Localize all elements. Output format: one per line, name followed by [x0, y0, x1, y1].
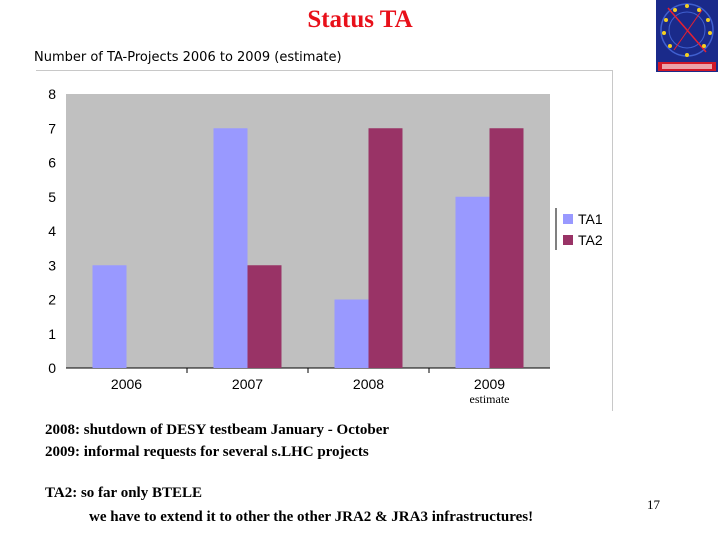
- legend-swatch-ta1: [563, 214, 573, 224]
- y-tick-label: 5: [48, 189, 56, 205]
- legend-swatch-ta2: [563, 235, 573, 245]
- y-tick-label: 2: [48, 292, 56, 308]
- y-tick-label: 3: [48, 257, 56, 273]
- y-tick-label: 4: [48, 223, 56, 239]
- x-tick-label: 2007: [232, 376, 263, 392]
- bar-ta1-2009: [455, 196, 490, 368]
- bar-ta2-2007: [247, 265, 282, 368]
- slide-title: Status TA: [307, 6, 413, 33]
- page-number: 17: [647, 497, 660, 512]
- note-extend: we have to extend it to other the other …: [89, 509, 534, 525]
- bar-ta1-2006: [92, 265, 127, 368]
- x-tick-label: 2006: [111, 376, 142, 392]
- x-tick-sublabel: estimate: [470, 392, 510, 406]
- bar-ta1-2008: [334, 299, 369, 368]
- chart-title: Number of TA-Projects 2006 to 2009 (esti…: [34, 50, 342, 65]
- y-tick-label: 0: [48, 360, 56, 376]
- y-tick-label: 8: [48, 86, 56, 102]
- legend-label-ta2: TA2: [578, 232, 603, 248]
- bar-ta2-2009: [489, 128, 524, 368]
- note-ta2: TA2: so far only BTELE: [45, 485, 202, 501]
- chart-frame: 0 1 2 3 4 5 6 7 8 2006 2007 2008 2009 estimate TA1 TA2: [36, 70, 613, 411]
- note-2009: 2009: informal requests for several s.LH…: [45, 444, 369, 460]
- note-2008: 2008: shutdown of DESY testbeam January …: [45, 422, 390, 438]
- y-tick-label: 1: [48, 326, 56, 342]
- x-tick-label: 2009: [474, 376, 505, 392]
- bar-ta1-2007: [213, 128, 248, 368]
- eudet-logo-icon: [656, 0, 718, 72]
- y-tick-label: 7: [48, 120, 56, 136]
- legend-label-ta1: TA1: [578, 211, 603, 227]
- bar-ta2-2008: [368, 128, 403, 368]
- x-tick-label: 2008: [353, 376, 384, 392]
- y-tick-label: 6: [48, 155, 56, 171]
